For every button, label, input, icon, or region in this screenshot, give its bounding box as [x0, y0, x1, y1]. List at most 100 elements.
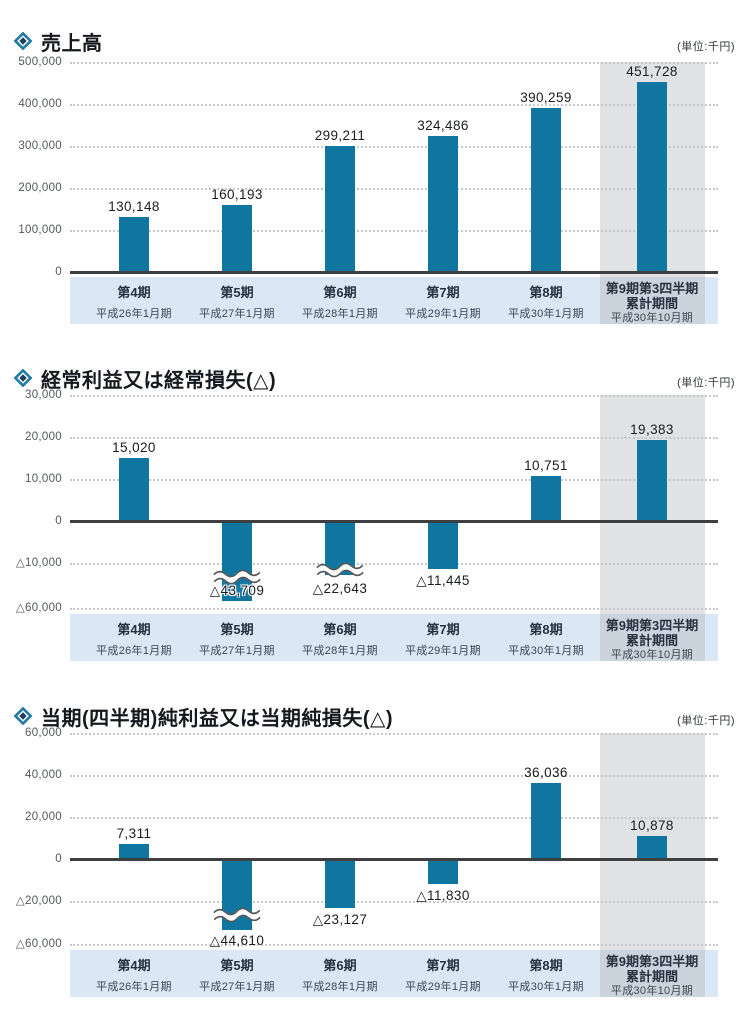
diamond-bullet-icon	[14, 369, 32, 388]
value-label: 130,148	[108, 199, 160, 215]
axis-break-wave-icon	[211, 907, 263, 927]
bar	[531, 783, 561, 859]
category-era-label: 平成30年10月期	[610, 312, 694, 324]
chart-title-ordinary-income: 経常利益又は経常損失(△)	[14, 364, 276, 393]
category-era-label: 平成27年1月期	[199, 645, 275, 657]
axis-break-wave-icon	[211, 569, 263, 589]
category-period-label: 第7期	[426, 622, 460, 637]
value-label: △44,610	[209, 933, 265, 948]
diamond-bullet-icon	[14, 707, 32, 726]
category-era-label: 平成27年1月期	[199, 308, 275, 320]
y-axis-tick-label: △60,000	[15, 938, 62, 950]
category-period-label: 第8期	[529, 958, 563, 973]
value-label: 36,036	[524, 765, 568, 781]
bar	[637, 836, 667, 859]
bar	[531, 475, 561, 521]
category-era-label: 平成30年10月期	[610, 649, 694, 661]
category-era-label: 平成29年1月期	[405, 308, 481, 320]
bar	[325, 859, 355, 908]
x-axis-line	[70, 858, 718, 861]
category-period-label: 第6期	[323, 622, 357, 637]
value-label: △43,709	[209, 583, 265, 598]
value-label: 324,486	[417, 117, 469, 133]
bar	[428, 859, 458, 884]
chart-title-text: 経常利益又は経常損失(△)	[41, 369, 277, 392]
gridline	[70, 563, 718, 565]
highlight-column-band	[600, 733, 705, 997]
value-label: 7,311	[116, 825, 152, 841]
category-period-label: 第4期	[117, 622, 151, 637]
category-period-label: 第9期第3四半期 累計期間	[605, 954, 699, 984]
category-era-label: 平成29年1月期	[405, 645, 481, 657]
bar	[637, 439, 667, 521]
gridline	[70, 775, 718, 777]
y-axis-tick-label: 400,000	[18, 98, 62, 110]
bar	[119, 457, 149, 521]
category-period-label: 第6期	[323, 958, 357, 973]
category-period-label: 第4期	[117, 958, 151, 973]
value-label: △23,127	[312, 911, 368, 927]
chart-title-sales: 売上高	[14, 27, 103, 56]
category-era-label: 平成26年1月期	[96, 981, 172, 993]
gridline	[70, 146, 718, 148]
gridline	[70, 901, 718, 903]
gridline	[70, 395, 718, 397]
category-era-label: 平成30年1月期	[508, 645, 584, 657]
bar	[428, 135, 458, 272]
x-axis-line	[70, 271, 718, 274]
value-label: 10,878	[630, 818, 674, 834]
category-era-label: 平成30年1月期	[508, 981, 584, 993]
y-axis-tick-label: 20,000	[25, 811, 62, 823]
bar	[222, 204, 252, 272]
category-period-label: 第9期第3四半期 累計期間	[605, 618, 699, 648]
value-label: △11,445	[416, 573, 470, 589]
category-era-label: 平成26年1月期	[96, 645, 172, 657]
gridline	[70, 733, 718, 735]
value-label: 299,211	[314, 128, 366, 144]
y-axis-tick-label: 30,000	[25, 389, 62, 401]
gridline	[70, 62, 718, 64]
y-axis-tick-label: 200,000	[18, 182, 62, 194]
category-period-label: 第5期	[220, 958, 254, 973]
x-axis-line	[70, 520, 718, 523]
unit-label: (単位:千円)	[677, 377, 735, 389]
unit-label: (単位:千円)	[677, 41, 735, 53]
value-label: 19,383	[630, 421, 674, 437]
category-era-label: 平成28年1月期	[302, 981, 378, 993]
category-period-label: 第8期	[529, 622, 563, 637]
gridline	[70, 479, 718, 481]
unit-label: (単位:千円)	[677, 715, 735, 727]
category-era-label: 平成30年10月期	[610, 985, 694, 997]
y-axis-tick-label: 10,000	[25, 473, 62, 485]
y-axis-tick-label: △60,000	[15, 602, 62, 614]
category-period-label: 第6期	[323, 285, 357, 300]
value-label: 451,728	[626, 64, 678, 80]
value-label: △22,643	[312, 581, 368, 596]
y-axis-tick-label: 500,000	[18, 56, 62, 68]
category-era-label: 平成27年1月期	[199, 981, 275, 993]
chart-title-net-income: 当期(四半期)純利益又は当期純損失(△)	[14, 702, 393, 731]
value-label: 10,751	[524, 457, 568, 473]
category-period-label: 第7期	[426, 285, 460, 300]
bar	[637, 82, 667, 272]
gridline	[70, 188, 718, 190]
gridline	[70, 230, 718, 232]
highlight-column-band	[600, 395, 705, 661]
axis-break-wave-icon	[314, 562, 366, 582]
gridline	[70, 437, 718, 439]
y-axis-tick-label: 0	[55, 853, 62, 865]
chart-title-text: 売上高	[41, 32, 103, 55]
y-axis-tick-label: 0	[55, 266, 62, 278]
category-period-label: 第5期	[220, 622, 254, 637]
gridline	[70, 608, 718, 610]
category-era-label: 平成29年1月期	[405, 981, 481, 993]
chart-title-text: 当期(四半期)純利益又は当期純損失(△)	[41, 707, 394, 730]
bar	[119, 843, 149, 859]
value-label: 160,193	[211, 186, 263, 202]
category-band	[70, 277, 718, 324]
bar	[222, 521, 252, 601]
